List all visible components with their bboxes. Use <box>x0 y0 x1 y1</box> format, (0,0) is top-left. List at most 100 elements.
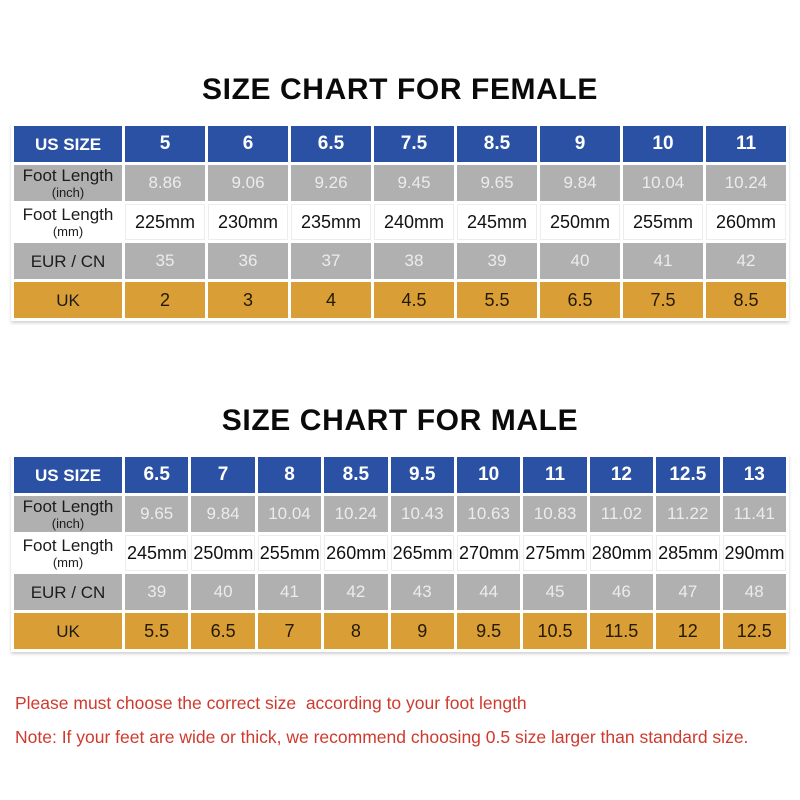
size-cell: 45 <box>523 574 587 610</box>
size-cell: 8.86 <box>125 165 205 201</box>
size-cell: 9.65 <box>457 165 537 201</box>
size-cell: 12 <box>656 613 720 649</box>
size-row-eur-cn: EUR / CN 39 40 41 42 43 44 45 46 47 48 <box>14 574 786 610</box>
size-cell: 11.41 <box>722 496 786 532</box>
size-cell: 6.5 <box>191 613 255 649</box>
size-cell: 2 <box>125 282 205 318</box>
size-cell: 11.22 <box>656 496 720 532</box>
size-cell: 39 <box>125 574 189 610</box>
size-cell: 9.84 <box>540 165 620 201</box>
size-cell: 10.04 <box>257 496 322 532</box>
female-size-chart-section: SIZE CHART FOR FEMALE US SIZE 5 6 6.5 7.5 8.5… <box>0 0 800 321</box>
size-row-foot-length-mm-: Foot Length (mm) 245mm 250mm 255mm 260mm 265mm… <box>14 535 786 571</box>
row-label-text: Foot Length <box>22 166 114 185</box>
size-cell: 12.5 <box>656 457 720 493</box>
size-row-foot-length-mm-: Foot Length (mm) 225mm 230mm 235mm 240mm 245mm… <box>14 204 786 240</box>
size-cell: 6.5 <box>125 457 189 493</box>
size-cell: 9.26 <box>291 165 371 201</box>
size-cell: 8 <box>257 457 322 493</box>
size-cell: 260mm <box>324 535 388 571</box>
size-cell: 10.43 <box>390 496 454 532</box>
size-cell: 7.5 <box>374 126 454 162</box>
row-label-uk: UK <box>14 613 122 649</box>
size-cell: 250mm <box>191 535 255 571</box>
female-size-table: US SIZE 5 6 6.5 7.5 8.5 9 10 11 Foot Length (inch)… <box>11 123 789 321</box>
male-size-table: US SIZE 6.5 7 8 8.5 9.5 10 11 12 12.5 13 Foot Lengt… <box>11 454 789 652</box>
size-cell: 9.5 <box>390 457 454 493</box>
size-cell: 275mm <box>523 535 587 571</box>
size-cell: 9.65 <box>125 496 189 532</box>
size-cell: 235mm <box>291 204 371 240</box>
size-cell: 9.5 <box>456 613 521 649</box>
size-cell: 6 <box>208 126 288 162</box>
row-label-eur-cn: EUR / CN <box>14 574 122 610</box>
row-label-foot-length-mm-: Foot Length (mm) <box>14 535 122 571</box>
row-label-eur-cn: EUR / CN <box>14 243 122 279</box>
size-cell: 10.5 <box>523 613 587 649</box>
size-cell: 12 <box>589 457 654 493</box>
row-label-foot-length-inch-: Foot Length (inch) <box>14 165 122 201</box>
size-cell: 255mm <box>257 535 322 571</box>
size-cell: 245mm <box>125 535 189 571</box>
size-cell: 11.5 <box>589 613 654 649</box>
size-cell: 48 <box>722 574 786 610</box>
size-row-foot-length-inch-: Foot Length (inch) 9.65 9.84 10.04 10.24 10.43… <box>14 496 786 532</box>
row-label-us-size: US SIZE <box>14 457 122 493</box>
size-row-foot-length-inch-: Foot Length (inch) 8.86 9.06 9.26 9.45 9.65 9.8… <box>14 165 786 201</box>
size-cell: 47 <box>656 574 720 610</box>
size-cell: 38 <box>374 243 454 279</box>
size-cell: 13 <box>722 457 786 493</box>
size-cell: 240mm <box>374 204 454 240</box>
row-label-foot-length-mm-: Foot Length (mm) <box>14 204 122 240</box>
size-cell: 5.5 <box>457 282 537 318</box>
row-label-text: Foot Length <box>22 497 114 516</box>
size-cell: 265mm <box>390 535 454 571</box>
size-cell: 7.5 <box>623 282 703 318</box>
size-cell: 10.63 <box>456 496 521 532</box>
size-cell: 4.5 <box>374 282 454 318</box>
note-choose-correct-size: Please must choose the correct size acco… <box>15 693 527 713</box>
size-cell: 225mm <box>125 204 205 240</box>
row-label-text: EUR / CN <box>30 582 106 602</box>
size-cell: 9 <box>540 126 620 162</box>
row-label-unit: (mm) <box>52 224 84 239</box>
size-cell: 9.06 <box>208 165 288 201</box>
size-cell: 10.83 <box>523 496 587 532</box>
size-cell: 230mm <box>208 204 288 240</box>
size-cell: 10.04 <box>623 165 703 201</box>
size-cell: 41 <box>257 574 322 610</box>
size-cell: 37 <box>291 243 371 279</box>
size-cell: 8.5 <box>457 126 537 162</box>
size-cell: 10.24 <box>706 165 786 201</box>
size-cell: 11.02 <box>589 496 654 532</box>
size-cell: 7 <box>257 613 322 649</box>
size-cell: 8.5 <box>324 457 388 493</box>
row-label-text: EUR / CN <box>30 251 106 271</box>
size-row-us-size: US SIZE 5 6 6.5 7.5 8.5 9 10 11 <box>14 126 786 162</box>
row-label-text: US SIZE <box>34 134 102 154</box>
row-label-uk: UK <box>14 282 122 318</box>
size-cell: 9.84 <box>191 496 255 532</box>
row-label-us-size: US SIZE <box>14 126 122 162</box>
size-cell: 8.5 <box>706 282 786 318</box>
size-cell: 36 <box>208 243 288 279</box>
size-cell: 10 <box>623 126 703 162</box>
row-label-text: US SIZE <box>34 465 102 485</box>
size-cell: 6.5 <box>291 126 371 162</box>
size-cell: 10 <box>456 457 521 493</box>
row-label-unit: (inch) <box>51 516 85 531</box>
female-chart-title: SIZE CHART FOR FEMALE <box>202 73 598 106</box>
size-cell: 5.5 <box>125 613 189 649</box>
row-label-unit: (mm) <box>52 555 84 570</box>
size-cell: 5 <box>125 126 205 162</box>
size-cell: 41 <box>623 243 703 279</box>
size-cell: 290mm <box>722 535 786 571</box>
size-cell: 44 <box>456 574 521 610</box>
row-label-unit: (inch) <box>51 185 85 200</box>
size-cell: 250mm <box>540 204 620 240</box>
size-cell: 260mm <box>706 204 786 240</box>
row-label-text: Foot Length <box>22 536 114 555</box>
size-cell: 11 <box>523 457 587 493</box>
size-cell: 39 <box>457 243 537 279</box>
size-cell: 8 <box>324 613 388 649</box>
